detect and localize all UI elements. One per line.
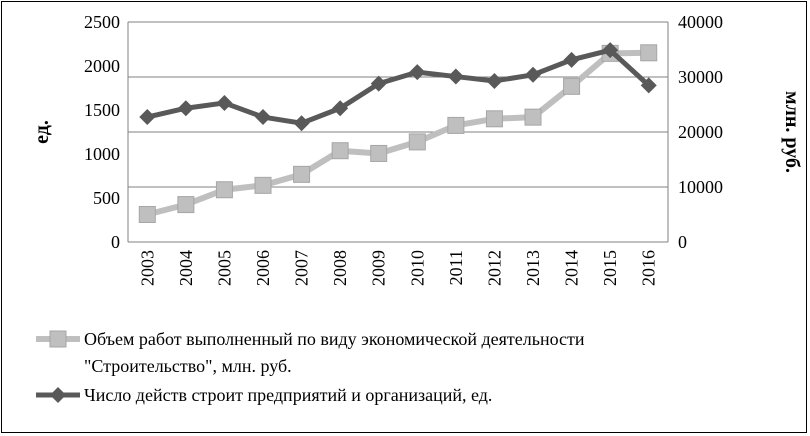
data-point-square — [331, 142, 349, 160]
data-point-diamond — [486, 72, 503, 89]
y-left-tick-label: 2500 — [84, 12, 120, 32]
data-point-square — [563, 77, 581, 95]
x-tick-label: 2006 — [253, 250, 273, 286]
data-point-diamond — [602, 42, 619, 59]
data-point-square — [370, 144, 388, 162]
x-tick-label: 2003 — [137, 250, 157, 286]
data-point-diamond — [139, 109, 156, 126]
data-point-diamond — [640, 77, 657, 94]
legend-item-volume: Объем работ выполненный по виду экономич… — [36, 329, 585, 376]
legend-marker-diamond — [50, 387, 66, 403]
data-point-square — [640, 44, 658, 62]
data-point-diamond — [563, 51, 580, 68]
x-axis-ticks: 2003 2004 2005 2006 2007 2008 2009 2010 2011 2012… — [137, 250, 658, 286]
y-right-tick-label: 40000 — [678, 12, 723, 32]
x-tick-label: 2013 — [523, 250, 543, 286]
x-tick-label: 2007 — [292, 250, 312, 286]
y-left-tick-label: 500 — [93, 188, 120, 208]
data-point-square — [215, 181, 233, 199]
x-tick-label: 2016 — [639, 250, 659, 286]
left-axis-ticks: 0 500 1000 1500 2000 2500 — [84, 12, 120, 252]
x-tick-label: 2012 — [484, 250, 504, 286]
y-right-tick-label: 10000 — [678, 177, 723, 197]
y-left-tick-label: 0 — [111, 232, 120, 252]
data-point-square — [138, 206, 156, 223]
y-axis-right-label: млн. руб. — [781, 91, 803, 173]
data-point-diamond — [409, 64, 426, 81]
x-tick-label: 2005 — [214, 250, 234, 286]
y-right-tick-label: 30000 — [678, 67, 723, 87]
y-left-tick-label: 1500 — [84, 100, 120, 120]
data-point-diamond — [332, 100, 349, 117]
right-axis-ticks: 0 10000 20000 30000 40000 — [678, 12, 723, 252]
legend-label-volume-line-2: "Строительство", млн. руб. — [84, 356, 292, 376]
data-point-square — [254, 176, 272, 194]
x-tick-label: 2015 — [600, 250, 620, 286]
data-point-diamond — [525, 66, 541, 83]
x-tick-label: 2004 — [176, 250, 196, 286]
y-right-tick-label: 20000 — [678, 122, 723, 142]
data-point-diamond — [293, 115, 310, 132]
x-tick-label: 2008 — [330, 250, 350, 286]
series-count — [139, 42, 657, 132]
data-point-diamond — [447, 68, 464, 85]
x-tick-label: 2010 — [407, 250, 427, 286]
x-tick-label: 2011 — [446, 250, 466, 285]
legend-item-count: Число действ строит предприятий и органи… — [36, 385, 492, 405]
data-point-square — [447, 116, 465, 134]
x-tick-label: 2009 — [369, 250, 389, 286]
data-point-square — [293, 165, 311, 183]
data-point-square — [408, 133, 426, 151]
series-line — [146, 47, 651, 126]
y-axis-left-label: ед. — [31, 120, 53, 144]
y-right-tick-label: 0 — [678, 232, 687, 252]
legend: Объем работ выполненный по виду экономич… — [36, 329, 585, 405]
legend-label-volume-line-1: Объем работ выполненный по виду экономич… — [84, 329, 585, 349]
y-left-tick-label: 2000 — [84, 56, 120, 76]
data-point-diamond — [370, 75, 387, 92]
data-point-diamond — [216, 94, 233, 111]
data-point-square — [524, 108, 542, 126]
data-point-square — [485, 110, 503, 128]
x-tick-label: 2014 — [562, 250, 582, 286]
legend-marker-square — [49, 330, 67, 348]
series-volume — [138, 44, 658, 223]
data-point-diamond — [255, 109, 271, 126]
series-layer — [138, 42, 658, 223]
y-left-tick-label: 1000 — [84, 144, 120, 164]
data-point-diamond — [177, 100, 194, 117]
data-point-square — [177, 196, 195, 214]
legend-label-count: Число действ строит предприятий и органи… — [84, 385, 492, 405]
